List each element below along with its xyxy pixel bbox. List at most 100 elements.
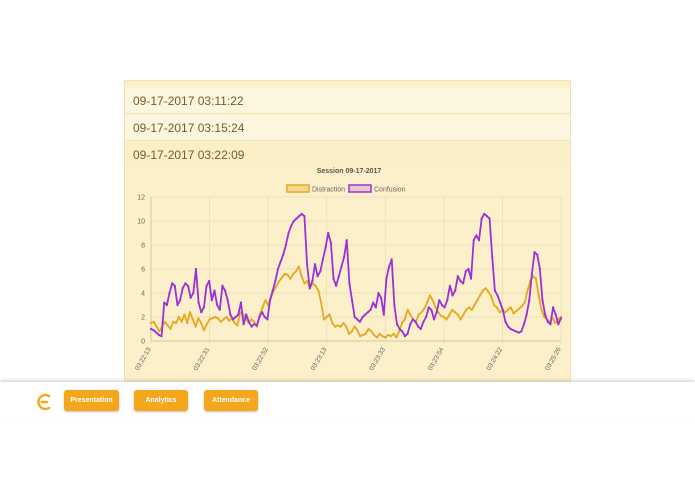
legend-label-distraction[interactable]: Distraction [312,187,345,194]
data-point[interactable] [155,325,158,328]
data-point[interactable] [522,323,526,326]
data-point[interactable] [229,313,232,316]
data-point[interactable] [517,331,520,334]
data-point[interactable] [514,330,518,333]
data-point[interactable] [264,299,267,302]
data-point[interactable] [189,296,192,299]
data-point[interactable] [364,332,367,335]
presentation-button[interactable]: Presentation [64,390,119,411]
data-point[interactable] [253,320,256,323]
data-point[interactable] [268,299,272,302]
session-row[interactable]: 09-17-2017 03:15:24 [125,115,570,141]
data-point[interactable] [350,299,354,302]
data-point[interactable] [163,301,166,304]
data-point[interactable] [395,336,398,339]
data-point[interactable] [359,335,362,338]
data-point[interactable] [202,306,205,309]
data-point[interactable] [440,303,444,307]
data-point[interactable] [406,308,409,311]
data-point[interactable] [484,287,487,290]
data-point[interactable] [498,311,501,314]
data-point[interactable] [448,313,451,316]
data-point[interactable] [276,267,280,271]
data-point[interactable] [192,291,195,295]
data-point[interactable] [283,272,286,275]
data-point[interactable] [361,333,365,337]
data-point[interactable] [364,313,367,316]
data-point[interactable] [250,318,253,321]
data-point[interactable] [356,318,359,321]
data-point[interactable] [321,258,325,261]
data-point[interactable] [255,324,258,327]
data-point[interactable] [286,273,289,277]
data-point[interactable] [165,303,168,307]
data-point[interactable] [316,275,319,278]
data-point[interactable] [530,272,533,275]
data-point[interactable] [384,336,387,339]
data-point[interactable] [437,311,440,314]
data-point[interactable] [370,330,373,333]
data-point[interactable] [381,335,384,338]
data-point[interactable] [275,284,278,287]
data-point[interactable] [543,315,546,319]
data-point[interactable] [512,329,515,332]
data-point[interactable] [208,318,211,321]
data-point[interactable] [340,265,343,268]
data-point[interactable] [169,327,172,331]
data-point[interactable] [554,313,557,316]
data-point[interactable] [442,315,445,319]
data-point[interactable] [523,301,526,304]
data-point[interactable] [448,284,451,287]
data-point[interactable] [222,318,225,321]
data-point[interactable] [287,231,290,235]
data-point[interactable] [518,307,521,310]
data-point[interactable] [305,263,309,266]
data-point[interactable] [520,305,524,308]
data-point[interactable] [292,272,295,275]
data-point[interactable] [337,275,340,278]
data-point[interactable] [389,335,392,338]
data-point[interactable] [205,323,208,326]
data-point[interactable] [239,301,243,304]
data-point[interactable] [218,308,221,311]
data-point[interactable] [274,279,277,283]
legend-label-confusion[interactable]: Confusion [374,187,406,194]
data-point[interactable] [211,317,214,320]
data-point[interactable] [439,314,443,317]
data-point[interactable] [314,284,317,287]
data-point[interactable] [353,315,356,319]
data-point[interactable] [155,331,158,334]
data-point[interactable] [361,315,364,319]
data-point[interactable] [208,279,211,283]
data-point[interactable] [353,325,356,328]
data-point[interactable] [373,333,376,337]
data-point[interactable] [390,258,393,261]
data-point[interactable] [375,336,379,339]
data-point[interactable] [242,323,245,326]
data-point[interactable] [490,295,493,298]
data-point[interactable] [231,318,235,321]
data-point[interactable] [382,313,385,316]
data-point[interactable] [377,291,380,295]
data-point[interactable] [181,287,184,290]
data-point[interactable] [197,317,200,320]
data-point[interactable] [420,311,423,314]
data-point[interactable] [325,315,328,319]
session-row[interactable]: 09-17-2017 03:11:22 [125,88,570,114]
data-point[interactable] [261,306,264,309]
data-point[interactable] [188,311,192,314]
data-point[interactable] [485,215,489,218]
data-point[interactable] [280,276,284,279]
data-point[interactable] [483,212,486,215]
data-point[interactable] [417,325,420,328]
data-point[interactable] [300,212,303,215]
data-point[interactable] [481,289,484,292]
data-point[interactable] [445,318,448,321]
data-point[interactable] [327,231,330,235]
data-point[interactable] [400,321,404,325]
data-point[interactable] [300,275,303,278]
data-point[interactable] [297,265,300,268]
data-point[interactable] [290,224,293,227]
data-point[interactable] [278,279,281,283]
data-point[interactable] [173,284,176,287]
